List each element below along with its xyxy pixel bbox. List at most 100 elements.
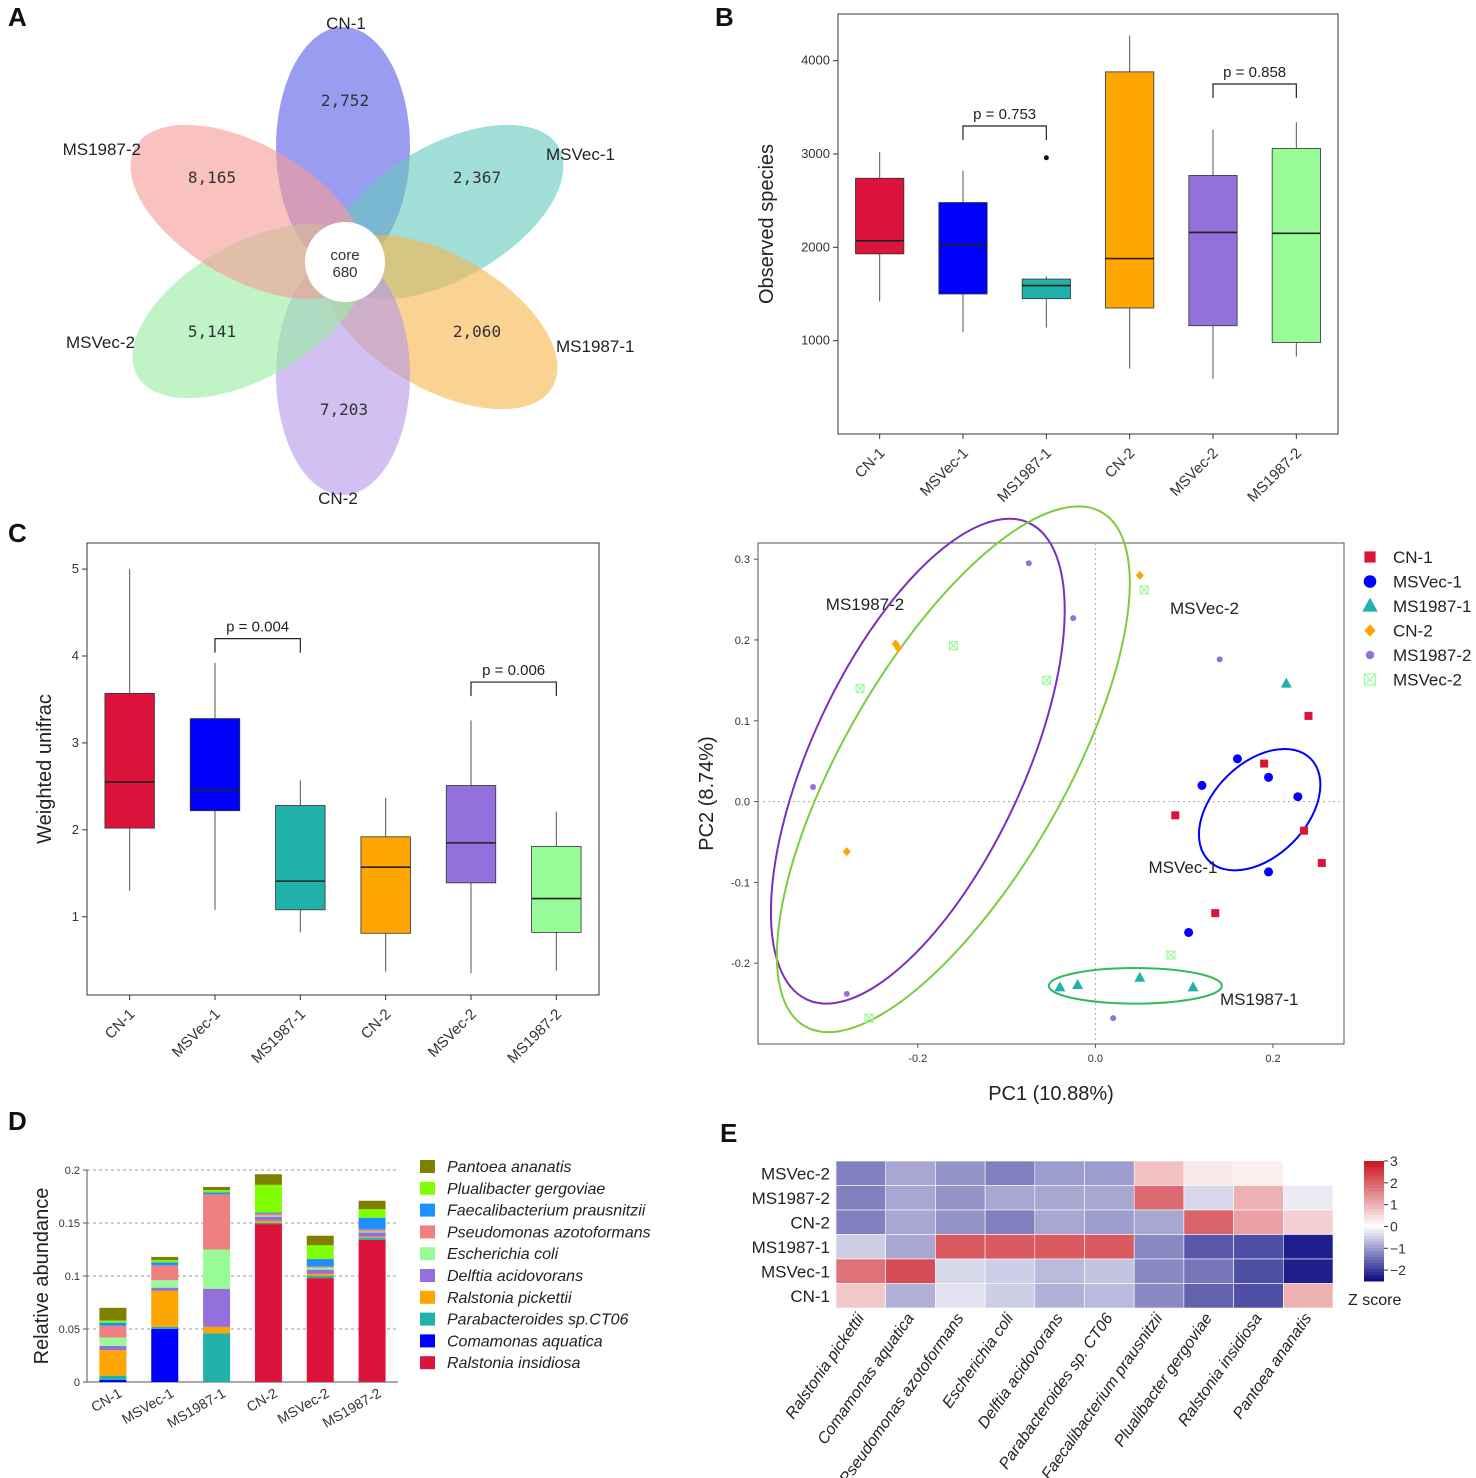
point-cross-box	[1166, 950, 1176, 960]
color-bar-step	[1364, 1164, 1384, 1168]
bar-segment	[306, 1269, 334, 1274]
color-bar-step	[1364, 1230, 1384, 1234]
heatmap-cell	[1283, 1160, 1334, 1186]
y-tick-label: 0	[74, 1377, 80, 1389]
y-tick-label: 4000	[801, 53, 830, 68]
heatmap-cell	[1034, 1283, 1085, 1309]
color-bar-tick-label: −2	[1390, 1262, 1406, 1278]
bar-segment	[203, 1249, 231, 1289]
heatmap-cell	[1034, 1185, 1085, 1211]
ellipse-label: MSVec-1	[1149, 858, 1218, 877]
color-bar-step	[1364, 1161, 1384, 1165]
point-small-circle	[1070, 615, 1077, 622]
box-cn-2	[360, 836, 411, 934]
venn-core-label: core	[330, 247, 359, 264]
p-value-label: p = 0.753	[973, 106, 1036, 123]
pcoa-scatter-plot: -0.2 0.0 0.2 0.3 0.2 0.1 0.0 -0.1 -0.2 PC1 (10.88…	[696, 505, 1471, 1105]
color-bar-step	[1364, 1278, 1384, 1282]
x-tick-label: 0.2	[1265, 1053, 1280, 1065]
bar-segment	[358, 1232, 386, 1237]
x-tick-label: CN-1	[88, 1385, 124, 1415]
venn-diagram: CN-1 2,752 MSVec-1 2,367 MS1987-1 2,060 CN-2 7,…	[63, 14, 635, 508]
point-circle	[1363, 575, 1377, 588]
bar-segment	[254, 1212, 282, 1214]
heatmap-cell	[1233, 1160, 1284, 1186]
ellipse-label: MS1987-2	[826, 595, 904, 614]
bar-segment	[358, 1229, 386, 1232]
color-bar-step	[1364, 1194, 1384, 1198]
point-triangle	[1187, 981, 1199, 992]
color-bar-step	[1364, 1203, 1384, 1207]
panel-label-d: D	[8, 1106, 27, 1136]
y-tick-label: 0.05	[59, 1324, 80, 1336]
box-ms1987-1	[275, 805, 326, 911]
legend-swatch	[420, 1203, 435, 1217]
heatmap-cell	[835, 1160, 887, 1186]
box-msvec-2	[1188, 175, 1238, 327]
outlier-point	[1043, 155, 1049, 161]
color-bar-step	[1364, 1248, 1384, 1252]
heatmap-cell	[1084, 1234, 1135, 1260]
bar-segment	[254, 1224, 282, 1382]
legend-label: CN-1	[1393, 548, 1433, 567]
column-label: Comamonas aquatica	[815, 1310, 918, 1447]
point-square	[1317, 858, 1326, 867]
heatmap-cell	[1283, 1234, 1334, 1260]
bar-segment	[306, 1266, 334, 1268]
x-tick-label: CN-1	[102, 1006, 139, 1043]
heatmap-cell	[885, 1160, 936, 1186]
point-cross-box	[864, 1013, 874, 1023]
heatmap-cell	[885, 1283, 936, 1309]
column-label: Plualibacter gergoviae	[1111, 1310, 1216, 1450]
point-circle	[1184, 927, 1194, 937]
observed-species-boxplot: 1000 2000 3000 4000 Observed species CN-1 MSVe…	[756, 13, 1339, 506]
legend-label: Pantoea ananatis	[447, 1159, 572, 1176]
venn-set-label: MSVec-1	[546, 145, 615, 164]
color-bar-step	[1364, 1197, 1384, 1201]
significance-bracket	[962, 125, 1047, 140]
heatmap-cell	[984, 1258, 1036, 1284]
x-tick-label: MSVec-1	[169, 1006, 224, 1061]
color-bar-step	[1364, 1188, 1384, 1192]
significance-bracket	[214, 638, 301, 653]
y-axis-title: Observed species	[756, 144, 778, 304]
legend-label: Ralstonia pickettii	[447, 1290, 572, 1307]
heatmap-cell	[885, 1258, 936, 1284]
panel-label-b: B	[715, 2, 734, 32]
venn-set-count: 2,752	[321, 91, 369, 110]
point-cross-box	[1042, 675, 1052, 685]
panel-label-a: A	[8, 2, 27, 32]
bar-segment	[306, 1245, 334, 1260]
box-ms1987-2	[1271, 147, 1321, 343]
color-bar-step	[1364, 1182, 1384, 1186]
legend-swatch	[420, 1290, 435, 1304]
row-label: MSVec-1	[761, 1262, 830, 1281]
x-axis-title: PC1 (10.88%)	[988, 1083, 1114, 1105]
bar-segment	[306, 1267, 334, 1270]
heatmap-cell	[984, 1185, 1036, 1211]
y-tick-label: 3000	[801, 146, 830, 161]
x-tick-label: CN-2	[358, 1006, 395, 1043]
point-circle	[1264, 772, 1274, 782]
venn-set-count: 2,367	[453, 168, 501, 187]
confidence-ellipse	[1047, 967, 1223, 1005]
legend-label: Faecalibacterium prausnitzii	[447, 1203, 646, 1220]
bar-segment	[254, 1220, 282, 1223]
bar-segment	[99, 1345, 127, 1351]
y-tick-label: 2000	[801, 239, 830, 254]
bar-segment	[99, 1375, 127, 1380]
point-square	[1300, 826, 1309, 835]
ellipse-label: MSVec-2	[1170, 599, 1239, 618]
point-small-circle	[1025, 560, 1032, 567]
point-triangle	[1072, 979, 1084, 990]
bar-segment	[203, 1326, 231, 1334]
bar-segment	[99, 1337, 127, 1346]
color-bar-step	[1364, 1206, 1384, 1210]
bar-segment	[306, 1276, 334, 1279]
legend-swatch	[420, 1160, 435, 1173]
point-circle	[1232, 754, 1242, 764]
column-label: Delftia acidovorans	[975, 1311, 1067, 1432]
heatmap-cell	[1183, 1160, 1234, 1186]
venn-core-circle	[305, 222, 385, 302]
point-square	[1304, 711, 1313, 720]
